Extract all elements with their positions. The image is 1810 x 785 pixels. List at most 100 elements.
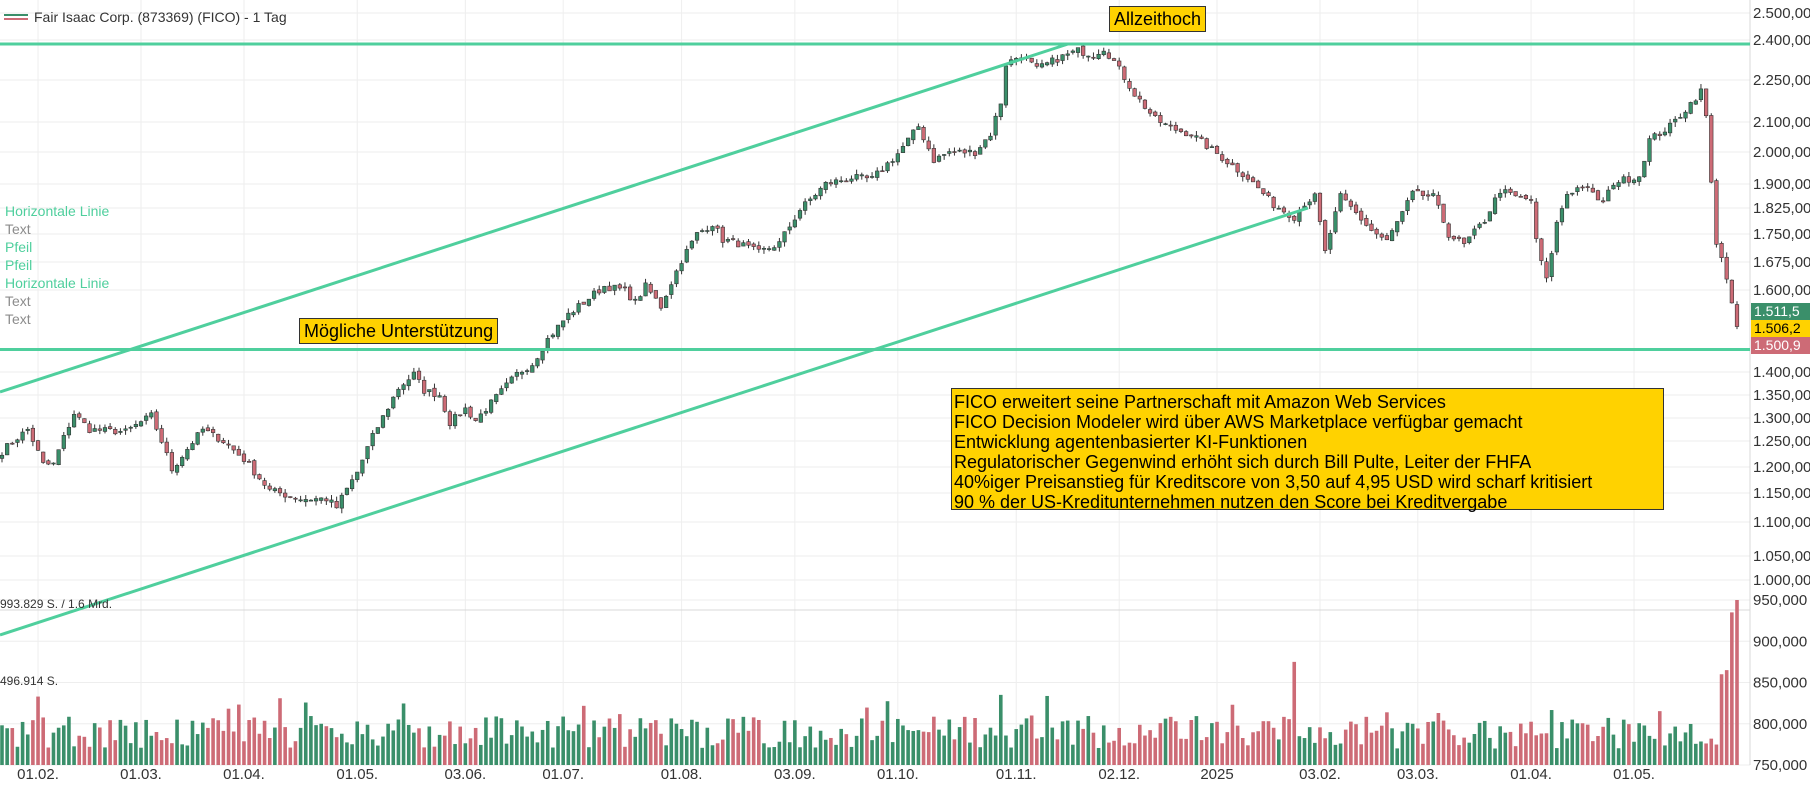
volume-bar [638,718,643,765]
candle-body [597,289,602,294]
candle-body [978,147,983,155]
volume-bar [98,727,102,765]
volume-bar [159,740,164,765]
volume-bar [803,736,807,765]
news-box: FICO erweitert seine Partnerschaft mit A… [951,388,1664,512]
news-line: 40%iger Preisanstieg für Kreditscore von… [954,472,1593,492]
drawing-list-item[interactable]: Text [5,293,31,309]
volume-bar [1549,710,1554,765]
volume-bar [1163,718,1168,765]
candle-body [108,426,113,429]
drawing-list-item[interactable]: Pfeil [5,239,33,255]
volume-bar [1189,720,1194,765]
volume-bar [921,731,926,765]
candle-body [864,175,870,179]
candle-body [303,499,308,503]
volume-bar [422,747,426,765]
candle-body [478,413,483,423]
volume-bar [968,742,972,765]
volume-bar [710,745,715,765]
volume-bar [942,735,946,765]
volume-bar [1462,737,1466,765]
candle-body [401,384,406,390]
volume-bar [370,739,375,765]
volume-bar [1354,724,1358,765]
volume-bar [777,741,782,765]
candle-body [61,435,66,449]
candle-body [1369,223,1374,231]
candle-body [530,365,535,373]
volume-bar [1225,732,1230,765]
drawing-list-item[interactable]: Text [5,311,31,327]
drawing-list-item[interactable]: Horizontale Linie [5,203,110,219]
volume-bar [1709,738,1714,765]
candle-body [1626,176,1631,183]
volume-bar [525,736,529,765]
candle-body [525,370,530,372]
candle-body [1467,236,1472,243]
candle-body [1225,158,1230,165]
candle-body [612,284,617,291]
volume-bar [1513,746,1518,765]
price-tick-label: 1.825,00 [1753,200,1810,217]
volume-bar [1271,727,1276,765]
volume-bar [973,718,977,765]
volume-bar [484,717,488,765]
candle-body [1389,230,1395,242]
candle-body [1570,192,1575,195]
volume-bar [61,725,66,765]
candle-body [1601,200,1606,203]
candle-body [1400,211,1405,222]
time-tick-label: 03.03. [1397,766,1439,783]
candle-body [195,432,200,445]
candle-body [772,247,777,251]
candle-body [942,154,947,156]
candle-body [447,411,453,426]
volume-bar [520,726,524,765]
volume-bar [185,745,190,765]
candle-body [123,428,128,431]
candle-body [5,443,10,456]
volume-bar [1457,745,1461,765]
candle-body [334,500,339,509]
candle-body [1683,111,1688,119]
volume-bar [1472,734,1477,765]
volume-bar [113,740,118,765]
volume-bar [937,729,941,765]
volume-bar [1477,722,1482,765]
price-tick-label: 1.350,00 [1753,387,1810,404]
volume-bar [242,741,246,765]
drawing-list-item[interactable]: Text [5,221,31,237]
candle-body [396,388,401,398]
drawing-list-item[interactable]: Horizontale Linie [5,275,110,291]
candle-body [1271,196,1276,209]
candle-body [1611,184,1616,190]
price-tick-label: 1.675,00 [1753,254,1810,271]
volume-bar [854,735,859,765]
candle-body [777,241,782,248]
volume-bar [1570,719,1575,765]
candle-body [35,440,41,451]
candle-body [803,201,808,211]
candle-body [1065,53,1070,56]
candle-body [82,418,87,424]
volume-bar [1405,722,1410,765]
volume-bar [417,728,421,765]
candle-body [1580,186,1585,189]
candle-body [1719,243,1724,258]
volume-bar [829,737,833,765]
volume-bar [983,734,988,765]
volume-bar [381,736,385,765]
volume-bar [200,722,205,765]
volume-bar [1148,730,1152,765]
candle-body [118,431,123,433]
volume-bar [1292,661,1297,765]
candle-body [1075,47,1081,53]
candle-body [540,350,545,361]
candle-body [0,454,5,459]
candle-body [514,371,519,377]
candle-body [1194,135,1199,138]
candle-body [936,155,942,162]
volume-bar [350,744,354,765]
drawing-list-item[interactable]: Pfeil [5,257,33,273]
